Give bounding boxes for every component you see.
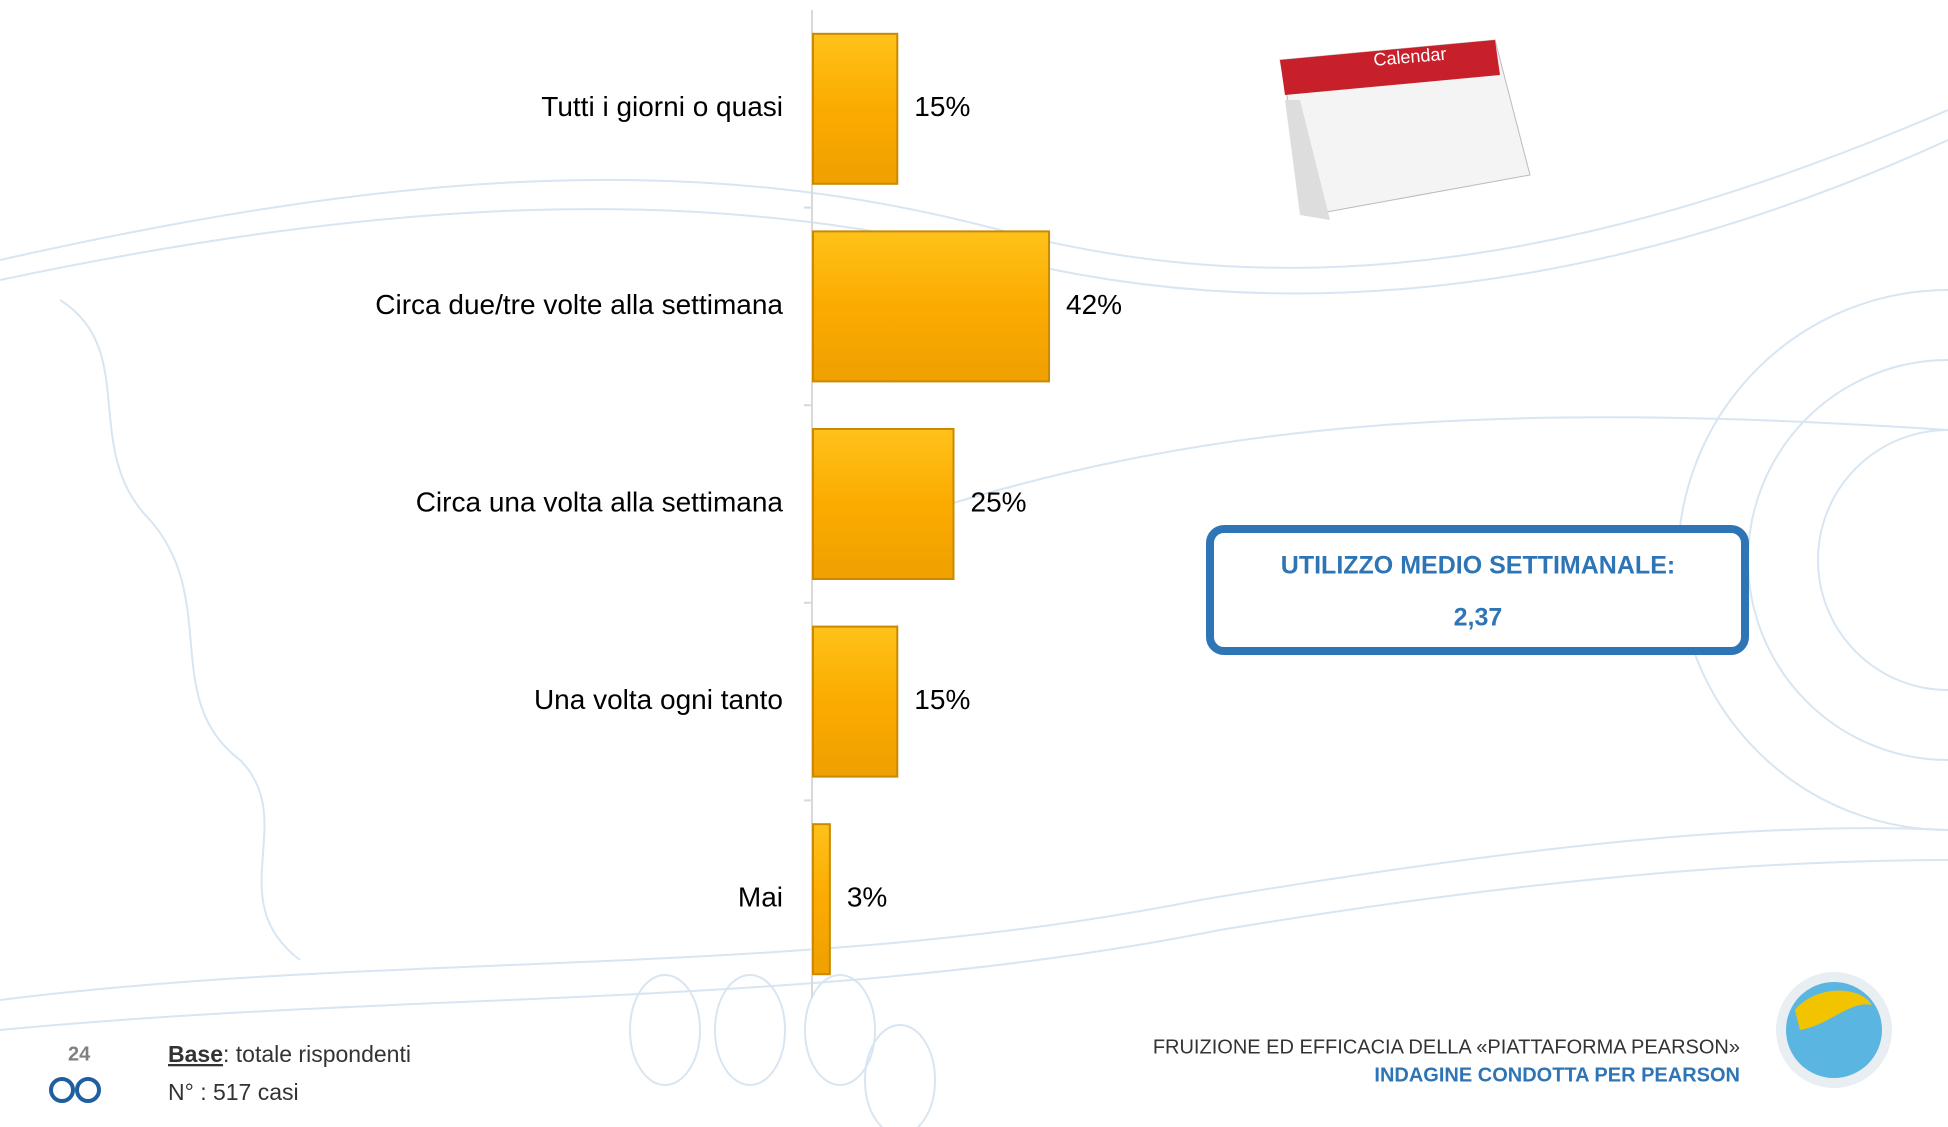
bar [813,34,897,184]
category-label: Tutti i giorni o quasi [541,91,783,122]
category-label: Circa due/tre volte alla settimana [375,289,783,320]
cases: N° : 517 casi [168,1079,299,1105]
footer-subtitle: INDAGINE CONDOTTA PER PEARSON [1374,1064,1740,1086]
calendar-icon: Calendar [1280,40,1530,220]
slide: Calendar UTILIZZO MEDIO SETTIMANALE: 2,3… [0,0,1948,1127]
value-label: 15% [914,91,970,122]
chart: Calendar UTILIZZO MEDIO SETTIMANALE: 2,3… [0,0,1948,1127]
logo [51,1079,99,1101]
footer-title: FRUIZIONE ED EFFICACIA DELLA «PIATTAFORM… [1153,1036,1740,1058]
value-label: 3% [847,882,887,913]
bar [813,627,897,777]
value-label: 42% [1066,289,1122,320]
value-label: 15% [914,684,970,715]
category-label: Mai [738,882,783,913]
page-number: 24 [68,1043,91,1065]
base-text: : totale rispondenti [223,1041,411,1067]
bar [813,231,1049,381]
base-label: Base [168,1041,223,1067]
base-line: Base: totale rispondenti [168,1041,411,1067]
bar [813,824,830,974]
value-label: 25% [971,486,1027,517]
bar [813,429,954,579]
info-value: 2,37 [1454,604,1503,632]
info-title: UTILIZZO MEDIO SETTIMANALE: [1281,552,1675,580]
info-box [1210,529,1745,651]
category-label: Circa una volta alla settimana [416,486,784,517]
category-label: Una volta ogni tanto [534,684,783,715]
pearson-logo [1776,972,1892,1088]
